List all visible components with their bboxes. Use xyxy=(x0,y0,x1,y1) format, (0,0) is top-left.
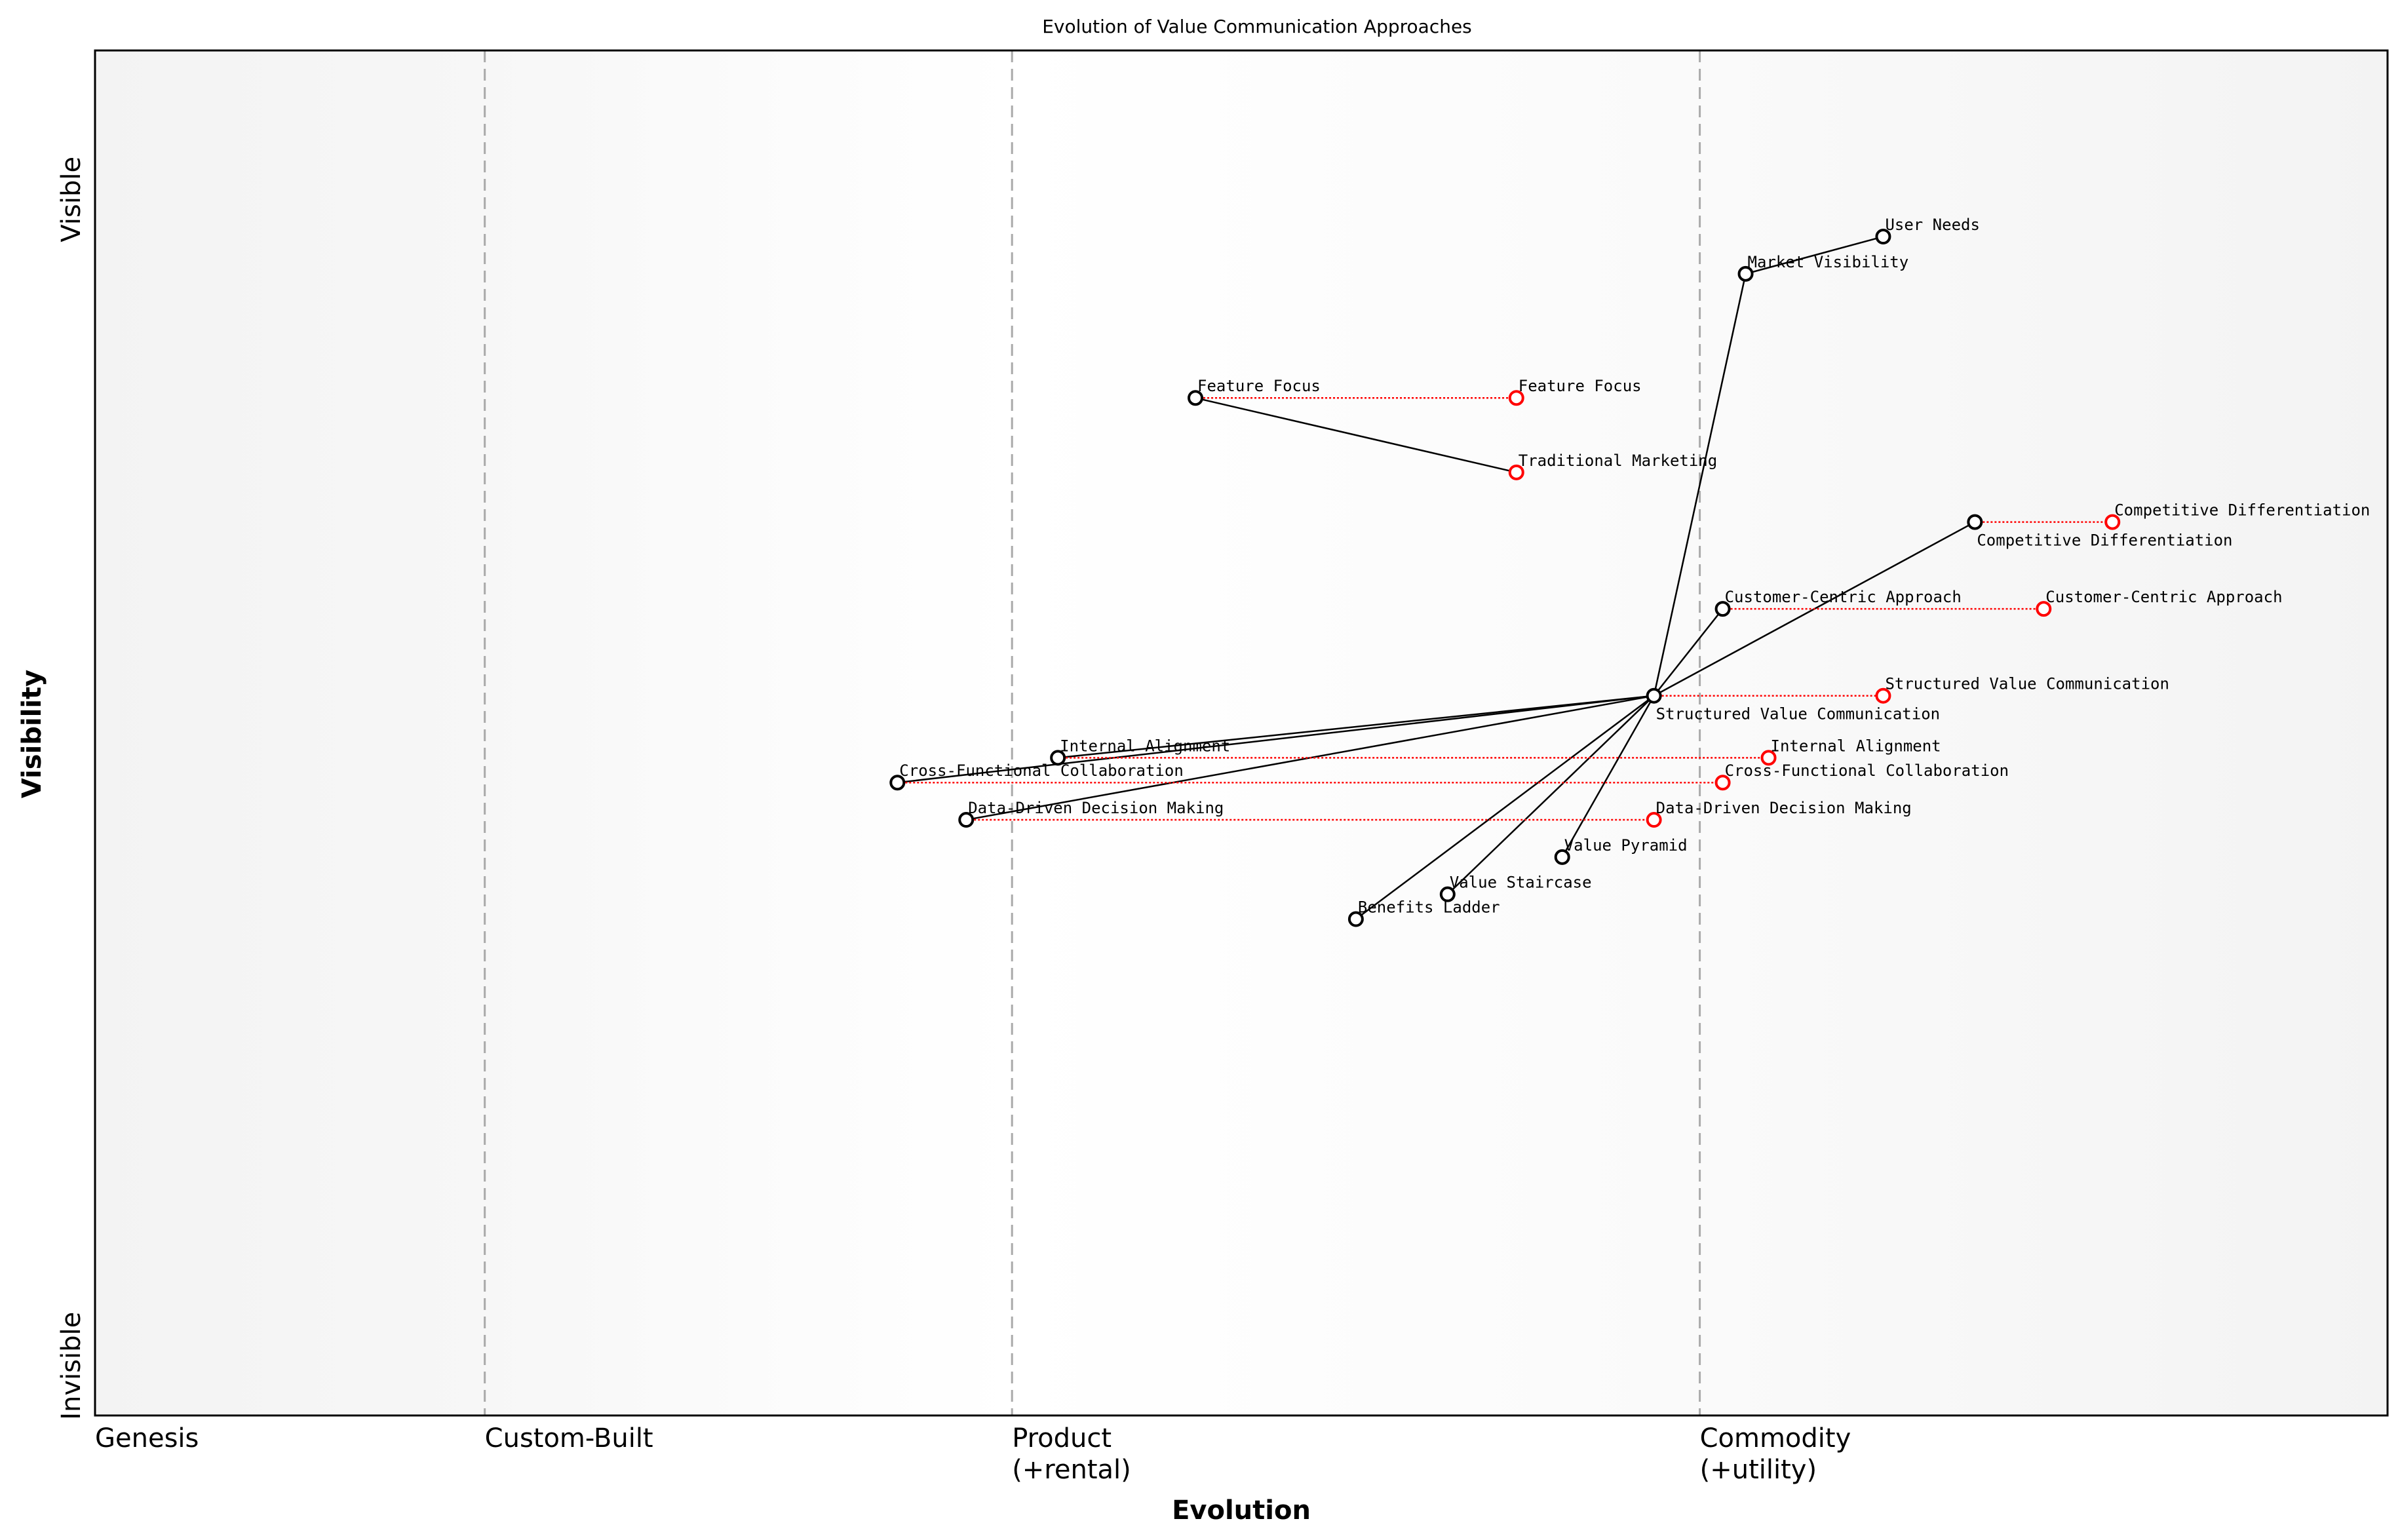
y-axis-label: Visibility xyxy=(17,670,47,798)
component-label: Internal Alignment xyxy=(1060,737,1230,755)
component-point xyxy=(1875,229,1891,245)
component-point xyxy=(1737,265,1754,282)
x-tick-label: Genesis xyxy=(95,1423,199,1453)
component-point xyxy=(1554,849,1570,865)
component-point xyxy=(958,812,975,828)
component-label: Structured Value Communication xyxy=(1656,705,1940,723)
evolved-label: Internal Alignment xyxy=(1771,737,1941,755)
component-point xyxy=(1347,911,1364,927)
component-label: Data-Driven Decision Making xyxy=(968,799,1224,817)
evolved-label: Feature Focus xyxy=(1519,377,1642,395)
component-label: Feature Focus xyxy=(1197,377,1321,395)
dependency-link xyxy=(897,695,1654,784)
evolved-label: Traditional Marketing xyxy=(1519,452,1717,470)
evolved-point xyxy=(1875,687,1891,704)
component-label: Market Visibility xyxy=(1748,253,1909,271)
evolved-point xyxy=(1508,390,1524,406)
plot-background xyxy=(95,50,2388,1415)
component-point xyxy=(1646,687,1662,704)
component-label: Customer-Centric Approach xyxy=(1725,588,1962,606)
component-point xyxy=(1714,601,1731,617)
component-label: Competitive Differentiation xyxy=(1977,531,2232,550)
dependency-link xyxy=(1446,695,1655,895)
evolved-point xyxy=(2036,601,2052,617)
component-point xyxy=(1967,514,1983,530)
dependency-link xyxy=(1745,235,1884,275)
dependency-link xyxy=(1561,695,1655,858)
x-axis-label: Evolution xyxy=(1172,1495,1311,1526)
x-tick-label: Product (+rental) xyxy=(1012,1423,1131,1485)
evolved-point xyxy=(1646,812,1662,828)
component-point xyxy=(1050,750,1066,766)
x-tick-label: Commodity (+utility) xyxy=(1700,1423,1851,1485)
evolved-point xyxy=(2104,514,2121,530)
component-point xyxy=(889,775,906,791)
x-tick-label: Custom-Built xyxy=(485,1423,653,1453)
evolved-point xyxy=(1760,750,1777,766)
dependency-link xyxy=(1058,695,1654,759)
plot-frame xyxy=(94,49,2389,1417)
y-tick-label: Visible xyxy=(56,157,87,242)
y-tick-label: Invisible xyxy=(56,1312,87,1420)
evolved-label: Customer-Centric Approach xyxy=(2045,588,2282,606)
component-label: Cross-Functional Collaboration xyxy=(899,761,1183,780)
chart-title: Evolution of Value Communication Approac… xyxy=(1042,16,1472,37)
component-label: User Needs xyxy=(1885,216,1980,234)
evolved-label: Competitive Differentiation xyxy=(2114,501,2370,520)
dependency-link xyxy=(1653,273,1747,696)
component-label: Benefits Ladder xyxy=(1358,898,1500,917)
evolved-label: Data-Driven Decision Making xyxy=(1656,799,1912,817)
dependency-link xyxy=(1355,695,1655,920)
evolved-point xyxy=(1714,775,1731,791)
evolved-label: Structured Value Communication xyxy=(1885,675,2169,693)
component-point xyxy=(1439,886,1456,902)
evolved-point xyxy=(1508,464,1524,480)
dependency-link xyxy=(1195,397,1517,474)
dependency-link xyxy=(1653,608,1724,697)
component-label: Value Staircase xyxy=(1450,874,1592,892)
component-point xyxy=(1188,390,1204,406)
evolved-label: Cross-Functional Collaboration xyxy=(1725,761,2009,780)
component-label: Value Pyramid xyxy=(1564,836,1688,855)
